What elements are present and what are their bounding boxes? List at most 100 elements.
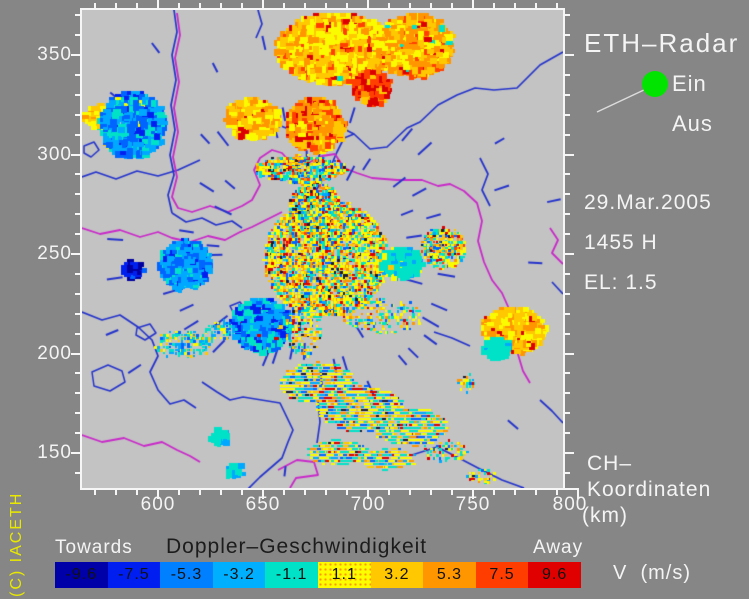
axis-tick xyxy=(75,93,80,96)
axis-tick xyxy=(75,392,80,395)
y-axis-tick-label: 150 xyxy=(37,442,72,463)
axis-tick xyxy=(565,292,570,295)
y-axis-tick-label: 250 xyxy=(37,243,72,264)
app-title: ETH–Radar xyxy=(584,28,740,58)
axis-tick xyxy=(565,193,570,196)
velocity-colorbar-cell: 7.5 xyxy=(475,562,529,588)
elevation-label: EL: 1.5 xyxy=(584,271,658,294)
y-axis-tick-label: 300 xyxy=(37,143,72,165)
axis-tick xyxy=(304,3,306,8)
axis-tick xyxy=(75,412,80,415)
axis-tick xyxy=(75,133,80,136)
axis-tick xyxy=(565,73,570,76)
axis-tick xyxy=(71,253,80,255)
x-axis-tick-label: 800 xyxy=(552,494,588,515)
axis-tick xyxy=(565,213,570,216)
axis-tick xyxy=(241,490,243,495)
axis-tick xyxy=(325,3,327,8)
radar-display[interactable] xyxy=(82,10,563,488)
axis-tick xyxy=(75,173,80,176)
axis-tick xyxy=(514,490,516,495)
axis-tick xyxy=(75,312,80,315)
axis-tick xyxy=(136,490,138,495)
axis-tick xyxy=(565,153,574,156)
copyright-label: (C) IACETH xyxy=(8,491,25,597)
towards-label: Towards xyxy=(55,537,133,558)
x-axis-tick-label: 750 xyxy=(455,494,491,515)
axis-tick xyxy=(535,490,537,495)
x-axis-tick-label: 700 xyxy=(350,494,386,515)
axis-tick xyxy=(472,0,474,8)
axis-tick xyxy=(451,490,453,495)
velocity-colorbar-cell: -5.3 xyxy=(160,562,213,588)
axis-tick xyxy=(75,113,80,116)
axis-tick xyxy=(71,54,80,56)
away-label: Away xyxy=(533,537,584,558)
axis-tick xyxy=(565,93,570,96)
axis-tick xyxy=(565,253,574,255)
axis-tick xyxy=(472,490,474,499)
axis-tick xyxy=(75,272,80,275)
velocity-colorbar-value: -1.1 xyxy=(275,566,308,583)
axis-tick xyxy=(430,490,432,495)
axis-tick xyxy=(94,3,96,8)
scan-time: 1455 H xyxy=(584,231,658,254)
colorbar-title: Doppler–Geschwindigkeit xyxy=(166,535,428,558)
velocity-colorbar-value: 5.3 xyxy=(436,566,463,583)
axis-tick xyxy=(556,3,558,8)
axis-tick xyxy=(556,490,558,495)
coord-system-label-line2: Koordinaten xyxy=(587,478,712,501)
velocity-colorbar-value: -7.5 xyxy=(118,566,150,583)
axis-tick xyxy=(157,0,159,8)
axis-tick xyxy=(220,490,222,495)
velocity-colorbar-cell: -3.2 xyxy=(212,562,266,588)
axis-tick xyxy=(565,392,570,395)
axis-tick xyxy=(565,412,570,415)
axis-tick xyxy=(565,133,570,136)
axis-tick xyxy=(75,372,80,375)
axis-tick xyxy=(75,73,80,76)
velocity-colorbar-value: -9.6 xyxy=(65,566,98,583)
axis-tick xyxy=(178,490,180,495)
axis-tick xyxy=(75,34,80,37)
radar-on-label[interactable]: Ein xyxy=(672,71,707,96)
axis-tick xyxy=(367,0,369,8)
axis-tick xyxy=(75,193,80,196)
axis-tick xyxy=(565,233,570,236)
scan-date: 29.Mar.2005 xyxy=(584,191,712,214)
radar-on-indicator[interactable] xyxy=(642,71,668,97)
velocity-colorbar-value: -5.3 xyxy=(170,566,203,583)
y-axis-tick-label: 350 xyxy=(37,44,72,65)
axis-tick xyxy=(71,352,80,355)
axis-tick xyxy=(409,3,411,8)
x-axis-extension xyxy=(565,488,579,490)
indicator-pointer-line xyxy=(596,88,647,113)
axis-tick xyxy=(75,292,80,295)
x-axis-tick-label: 600 xyxy=(140,494,176,515)
axis-tick xyxy=(535,3,537,8)
axis-tick xyxy=(75,471,80,474)
axis-tick xyxy=(262,0,264,8)
axis-tick xyxy=(565,432,570,435)
x-axis-tick-label: 650 xyxy=(245,494,281,515)
velocity-colorbar-value: 7.5 xyxy=(489,566,515,583)
axis-tick xyxy=(565,452,574,454)
radar-off-label[interactable]: Aus xyxy=(672,111,713,136)
velocity-colorbar-cell: -7.5 xyxy=(107,562,161,588)
axis-tick xyxy=(94,490,96,495)
axis-tick xyxy=(75,332,80,335)
axis-tick xyxy=(325,490,327,495)
velocity-colorbar-value: 3.2 xyxy=(384,566,410,583)
velocity-colorbar-cell: 3.2 xyxy=(370,562,424,588)
axis-tick xyxy=(565,471,570,474)
axis-tick xyxy=(136,3,138,8)
axis-tick xyxy=(75,14,80,17)
velocity-colorbar: -9.6 -7.5 -5.3 -3.2 -1.1 1.1 3.2 5.3 7.5 9.6 xyxy=(55,562,581,588)
axis-tick xyxy=(115,490,117,495)
axis-tick xyxy=(409,490,411,495)
axis-tick xyxy=(283,490,285,495)
axis-tick xyxy=(493,3,495,8)
velocity-colorbar-value: -3.2 xyxy=(223,566,255,583)
velocity-colorbar-cell: 5.3 xyxy=(423,562,476,588)
axis-tick xyxy=(75,432,80,435)
